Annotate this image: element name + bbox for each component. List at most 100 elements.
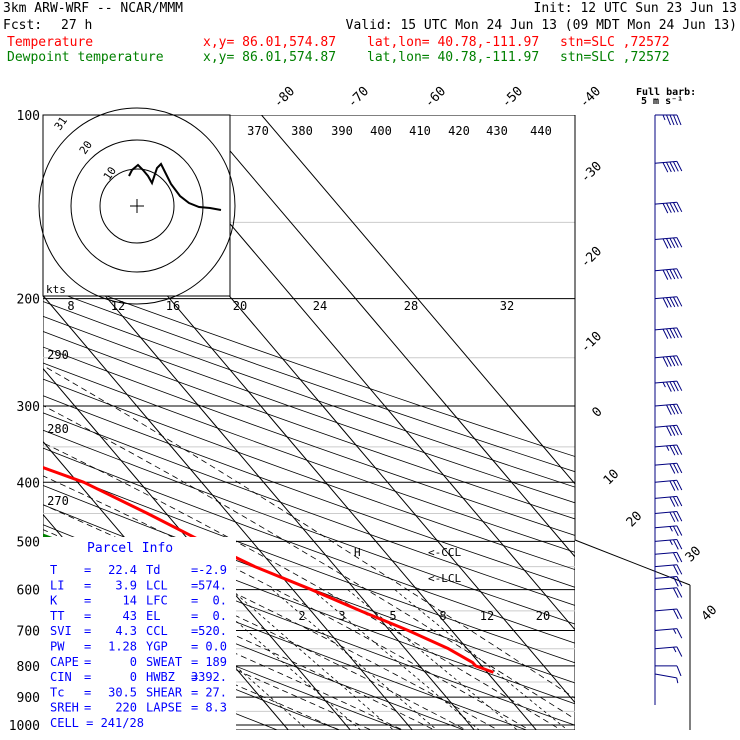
wind-barb-full	[676, 496, 683, 507]
parcel-key: SVI	[50, 624, 72, 638]
wind-barb-full	[676, 525, 683, 536]
temperature-station: stn=SLC ,72572	[560, 35, 670, 50]
forecast-label: Fcst:	[3, 18, 43, 33]
wind-barb-shaft	[654, 160, 677, 164]
parcel-value: 22.4	[108, 563, 137, 577]
wind-barb	[654, 479, 683, 491]
isotherm-label: 10	[601, 467, 623, 489]
parcel-key: PW	[50, 640, 65, 654]
wind-barb-full	[666, 356, 672, 367]
isotherm-label: -70	[345, 84, 372, 111]
wind-barb	[654, 380, 683, 392]
temperature-xy: x,y= 86.01,574.87	[203, 35, 337, 50]
dry-adiabat	[43, 286, 575, 473]
theta-label-top: 400	[370, 124, 392, 138]
model-title: 3km ARW-WRF -- NCAR/MMM	[3, 1, 184, 16]
parcel-key: Td	[146, 563, 160, 577]
parcel-value: 220	[115, 701, 137, 715]
isotherm-label: -60	[422, 84, 449, 111]
wind-barb-full	[672, 268, 679, 279]
parcel-key: CAPE	[50, 655, 79, 669]
wind-barb	[654, 201, 683, 214]
wind-barb-full	[672, 552, 679, 563]
pressure-tick-label: 700	[17, 625, 40, 640]
wind-barb-full	[672, 445, 679, 456]
parcel-eq: =	[191, 640, 198, 654]
wind-barb-full	[672, 463, 679, 474]
theta-label-top: 430	[486, 124, 508, 138]
dry-adiabat	[43, 315, 575, 504]
wind-barb-full	[676, 587, 683, 598]
wind-barb-full	[662, 269, 669, 280]
parcel-eq: =	[84, 624, 91, 638]
isotherm-line	[0, 115, 47, 738]
parcel-value: 27.	[205, 685, 227, 699]
parcel-value: 0.	[213, 609, 227, 623]
wind-barb-full	[676, 268, 683, 279]
wind-barb	[654, 462, 683, 474]
wind-barb-full	[672, 355, 679, 366]
parcel-eq: =	[84, 685, 91, 699]
wind-barb-full	[676, 380, 683, 391]
wind-barb-full	[666, 381, 672, 392]
parcel-key: LI	[50, 578, 64, 592]
wind-barb-shaft	[654, 646, 677, 650]
parcel-eq: =	[84, 655, 91, 669]
parcel-key: TT	[50, 609, 64, 623]
wind-barb-full	[669, 404, 676, 415]
wind-barb-shaft	[654, 587, 677, 591]
frame-right-diagonal	[574, 539, 691, 586]
wind-barb-full	[676, 444, 683, 455]
wind-barb-full	[676, 237, 683, 248]
wind-barb-full	[662, 203, 669, 214]
wind-barb-full	[676, 539, 683, 550]
pressure-tick-label: 900	[17, 691, 40, 706]
wind-barb-full	[676, 355, 683, 366]
wind-barb-full	[672, 609, 679, 620]
theta-label-top: 410	[409, 124, 431, 138]
mixing-ratio-line	[347, 589, 518, 730]
wind-barb-full	[676, 564, 683, 575]
wind-barb-shaft	[654, 462, 677, 466]
wind-barb	[654, 673, 679, 684]
parcel-value: 520.	[198, 624, 227, 638]
parcel-key: Tc	[50, 685, 64, 699]
wind-barb-full	[672, 576, 679, 587]
parcel-eq: =	[84, 578, 91, 592]
wind-barb-full	[672, 327, 679, 339]
wind-barb-shaft	[654, 380, 677, 384]
wind-barb-full	[669, 463, 676, 474]
wind-barb-full	[669, 269, 676, 280]
dewpoint-station: stn=SLC ,72572	[560, 50, 670, 65]
wind-barb-full	[666, 162, 672, 173]
wind-barbs	[654, 114, 683, 705]
pressure-tick-label: 1000	[9, 719, 40, 734]
wind-barb-full	[662, 328, 669, 339]
dry-adiabat	[43, 362, 575, 553]
wind-barb-shaft	[654, 296, 677, 300]
theta-label-left: 270	[47, 494, 69, 508]
wind-barb-full	[669, 445, 676, 456]
parcel-eq: =	[191, 670, 198, 684]
wind-barb-full	[676, 462, 683, 474]
parcel-key: SREH	[50, 701, 79, 715]
dry-adiabat	[43, 524, 575, 726]
wind-barb-full	[676, 576, 683, 587]
theta-label-left: 280	[47, 422, 69, 436]
barb-legend-title: Full barb:	[636, 87, 696, 98]
wind-barb-full	[672, 511, 679, 522]
parcel-eq: =	[84, 594, 91, 608]
isotherm-label: -40	[577, 84, 604, 111]
wind-barb-full	[669, 496, 676, 507]
parcel-eq: =	[84, 640, 91, 654]
parcel-key: SWEAT	[146, 655, 182, 669]
wind-barb-shaft	[654, 511, 677, 514]
parcel-eq: =	[84, 609, 91, 623]
dry-adiabat	[43, 395, 575, 588]
parcel-value: 43	[123, 609, 137, 623]
wind-barb	[654, 268, 683, 280]
wind-barb-full	[669, 328, 676, 339]
pressure-tick-label: 600	[17, 584, 40, 599]
wind-barb-full	[672, 564, 679, 575]
